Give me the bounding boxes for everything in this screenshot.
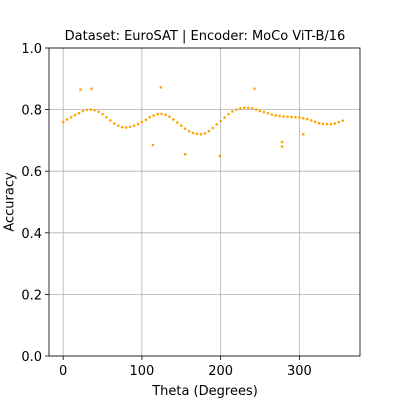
point <box>231 110 234 113</box>
point <box>286 115 289 118</box>
point <box>250 107 254 110</box>
point <box>191 131 195 135</box>
point <box>151 143 155 147</box>
point <box>321 122 325 126</box>
point <box>90 87 93 90</box>
point <box>278 114 281 118</box>
x-tick-label: 200 <box>208 364 233 379</box>
point <box>215 123 219 126</box>
y-tick-label: 0.0 <box>21 350 42 365</box>
point <box>97 110 100 114</box>
x-tick-label: 300 <box>287 364 312 379</box>
x-tick-label: 100 <box>129 364 154 379</box>
point <box>203 132 207 135</box>
point <box>274 114 278 117</box>
point <box>128 125 132 129</box>
point <box>262 110 266 114</box>
point <box>183 127 187 130</box>
point <box>172 118 175 121</box>
point <box>109 119 112 122</box>
point <box>254 108 258 111</box>
point <box>280 140 284 144</box>
point <box>313 120 317 124</box>
point <box>136 122 140 126</box>
point <box>61 120 65 124</box>
point <box>325 122 329 126</box>
y-axis-label: Accuracy <box>3 172 18 232</box>
point <box>199 132 203 136</box>
point <box>148 116 152 119</box>
point <box>144 118 148 122</box>
point <box>239 107 242 110</box>
point <box>235 108 238 111</box>
point <box>69 116 73 119</box>
point <box>302 132 305 136</box>
point <box>85 108 89 112</box>
y-tick-label: 0.6 <box>21 165 42 180</box>
point <box>132 124 136 127</box>
point <box>305 117 309 121</box>
point <box>113 122 116 125</box>
point <box>242 106 246 110</box>
point <box>77 111 81 115</box>
point <box>218 154 222 158</box>
point <box>246 106 250 110</box>
point <box>65 118 69 121</box>
point <box>280 145 284 148</box>
point <box>282 115 285 118</box>
point <box>168 115 171 118</box>
y-tick-label: 0.4 <box>21 227 42 242</box>
point <box>290 115 293 119</box>
point <box>160 112 163 116</box>
point <box>164 113 167 117</box>
point <box>79 88 82 91</box>
point <box>101 112 104 116</box>
point <box>294 116 297 119</box>
point <box>219 119 222 123</box>
point <box>211 126 215 130</box>
point <box>124 126 128 129</box>
point <box>266 111 270 115</box>
point <box>89 108 93 111</box>
x-tick-label: 0 <box>59 364 67 379</box>
point <box>253 87 256 90</box>
point <box>207 129 211 133</box>
point <box>156 112 159 116</box>
point <box>81 109 85 113</box>
point <box>176 121 179 124</box>
point <box>183 152 187 156</box>
y-tick-label: 0.2 <box>21 288 42 303</box>
y-tick-label: 1.0 <box>21 42 42 57</box>
point <box>152 114 156 117</box>
point <box>227 112 230 116</box>
point <box>302 116 305 120</box>
plot-frame <box>48 47 361 357</box>
point <box>120 125 124 129</box>
point <box>179 124 183 127</box>
point <box>333 122 337 125</box>
point <box>116 124 120 127</box>
point <box>337 120 341 124</box>
point <box>223 116 226 119</box>
point <box>329 122 333 126</box>
point <box>140 120 144 124</box>
point <box>159 86 163 89</box>
x-axis-label: Theta (Degrees) <box>151 384 258 399</box>
y-tick-label: 0.8 <box>21 104 42 119</box>
point <box>73 113 77 117</box>
point <box>105 116 108 119</box>
point <box>317 121 321 125</box>
point <box>93 108 96 112</box>
point <box>309 119 313 122</box>
point <box>270 113 274 116</box>
point <box>298 116 301 119</box>
point <box>258 109 262 113</box>
point <box>187 129 191 133</box>
point <box>341 119 344 122</box>
chart-title: Dataset: EuroSAT | Encoder: MoCo ViT-B/1… <box>65 29 346 44</box>
point <box>195 132 199 136</box>
